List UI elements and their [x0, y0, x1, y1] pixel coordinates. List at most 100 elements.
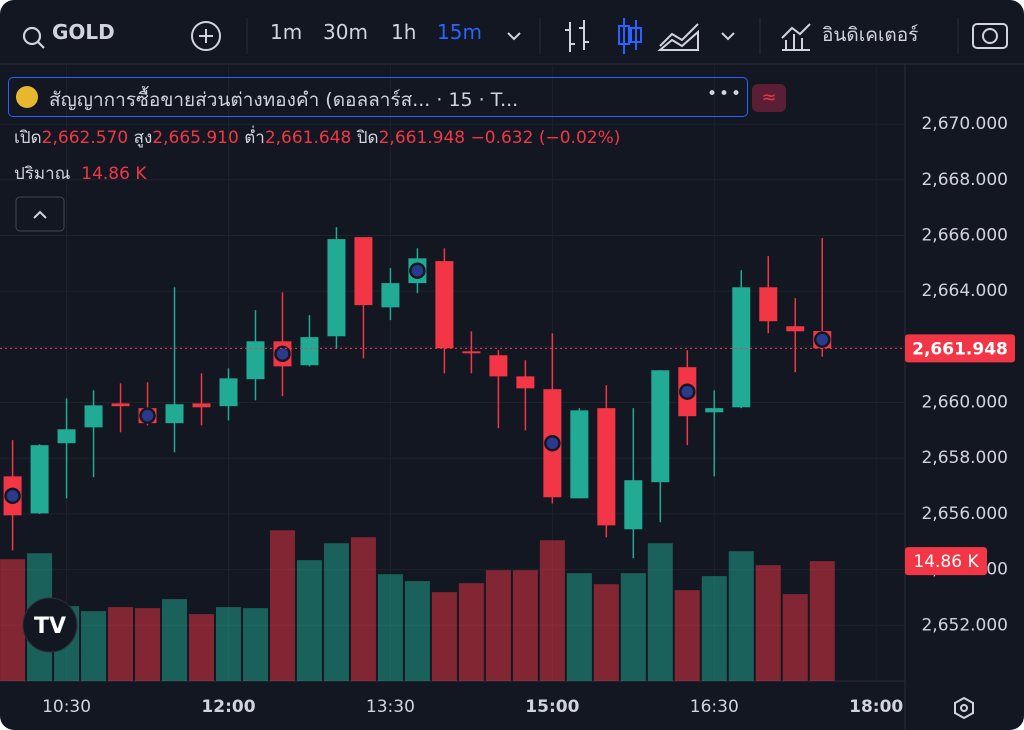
- volume-bar: [108, 607, 134, 681]
- volume-bar: [189, 614, 215, 681]
- last-volume-label: 14.86 K: [913, 552, 979, 572]
- event-marker: [139, 407, 156, 424]
- volume-bar: [647, 543, 673, 681]
- candle-body: [57, 429, 76, 444]
- y-tick-label: 2,652.000: [921, 615, 1008, 635]
- volume-bar: [296, 560, 322, 681]
- interval[interactable]: 1m: [270, 20, 303, 44]
- interval-dropdown[interactable]: [507, 32, 521, 41]
- close-label: ปิด: [356, 128, 379, 148]
- ohlc-row: เปิด2,662.570 สูง2,665.910 ต่ำ2,661.648 …: [14, 124, 620, 151]
- volume-bar: [269, 530, 295, 681]
- area-icon[interactable]: [657, 23, 699, 51]
- candle-body: [597, 408, 616, 526]
- volume-bar: [809, 561, 835, 681]
- candle-body: [327, 239, 346, 337]
- candle-body: [732, 287, 751, 408]
- candle-body: [435, 261, 454, 349]
- candles-icon[interactable]: [623, 18, 637, 54]
- x-tick-label: 16:30: [690, 697, 739, 717]
- candle-body: [462, 351, 481, 354]
- high-value: 2,665.910: [152, 128, 239, 148]
- interval-active[interactable]: 15m: [437, 20, 482, 44]
- logo-text: TV: [34, 614, 66, 639]
- event-marker: [544, 434, 561, 452]
- volume-bar: [782, 594, 808, 681]
- add-button[interactable]: [191, 21, 221, 51]
- candle-body: [759, 287, 778, 322]
- change-value: −0.632 (−0.02%): [470, 128, 621, 148]
- volume-bar: [242, 608, 268, 681]
- collapse-button[interactable]: [15, 196, 65, 232]
- volume-bar: [323, 543, 349, 681]
- last-price-box: [905, 334, 1015, 363]
- x-tick-label: 10:30: [42, 697, 91, 717]
- volume-bar: [485, 570, 511, 681]
- candle-body: [111, 403, 130, 407]
- candle-body: [489, 355, 508, 377]
- x-tick-label: 12:00: [201, 697, 255, 717]
- snapshot-lens: [982, 28, 998, 44]
- high-label: สูง: [133, 128, 153, 148]
- legend-title-box[interactable]: สัญญาการซื้อขายส่วนต่างทองคำ (ดอลลาร์ส..…: [8, 77, 748, 117]
- logo: [22, 597, 78, 653]
- volume-bar: [377, 574, 403, 681]
- candle-body: [651, 370, 670, 483]
- settings-button[interactable]: [954, 696, 974, 720]
- candle-body: [624, 480, 643, 530]
- y-tick-label: 2,656.000: [921, 504, 1008, 524]
- interval[interactable]: 1h: [391, 20, 417, 44]
- candle-body: [246, 341, 265, 380]
- volume-bar: [431, 592, 457, 681]
- y-tick-label: 2,670.000: [921, 114, 1008, 134]
- symbol[interactable]: GOLD: [52, 20, 115, 44]
- settings-dot: [960, 704, 968, 712]
- candle-body: [354, 237, 373, 306]
- volume-label: ปริมาณ: [14, 164, 71, 184]
- volume-bar: [539, 540, 565, 681]
- volume-bar: [162, 599, 188, 681]
- candle-body: [192, 403, 211, 408]
- candle-body: [165, 404, 184, 424]
- volume-bar: [0, 559, 26, 681]
- symbol-icon: [16, 86, 38, 108]
- legend-title: สัญญาการซื้อขายส่วนต่างทองคำ (ดอลลาร์ส..…: [49, 89, 519, 111]
- open-label: เปิด: [14, 128, 42, 148]
- candle-body: [30, 445, 49, 514]
- search-icon[interactable]: [22, 26, 42, 46]
- volume-bar: [215, 607, 241, 681]
- more-button[interactable]: •••: [707, 84, 744, 104]
- candle-body: [516, 376, 535, 389]
- indicators[interactable]: อินดิเคเตอร์: [822, 24, 919, 46]
- volume-bar: [701, 576, 727, 681]
- low-label: ต่ำ: [244, 128, 265, 148]
- candle-body: [786, 326, 805, 332]
- event-marker: [679, 383, 696, 400]
- y-tick-label: 2,660.000: [921, 393, 1008, 413]
- candle-body: [381, 283, 400, 308]
- volume-bar: [458, 583, 484, 681]
- interval[interactable]: 30m: [323, 20, 368, 44]
- bars-icon[interactable]: [565, 20, 589, 52]
- chart-type-dropdown[interactable]: [721, 32, 735, 41]
- y-tick-label: 2,664.000: [921, 281, 1008, 301]
- indicators-icon[interactable]: [781, 23, 811, 51]
- candles-icon-body: [630, 27, 642, 43]
- last-volume-box: [905, 547, 987, 576]
- event-marker: [4, 487, 21, 505]
- collapse-icon: [33, 210, 47, 219]
- close-value: 2,661.948: [378, 128, 466, 148]
- compare-badge[interactable]: ≈: [752, 84, 786, 112]
- snapshot-button[interactable]: [972, 23, 1008, 49]
- candle-body: [84, 405, 103, 428]
- event-marker: [409, 262, 426, 279]
- plot: [0, 64, 905, 681]
- volume-bar: [404, 581, 430, 681]
- x-tick-label: 13:30: [366, 697, 415, 717]
- volume-bar: [728, 551, 754, 681]
- y-tick-label: 2,658.000: [921, 448, 1008, 468]
- add-icon: [199, 29, 213, 43]
- x-tick-label: 18:00: [849, 697, 903, 717]
- candle-body: [300, 337, 319, 366]
